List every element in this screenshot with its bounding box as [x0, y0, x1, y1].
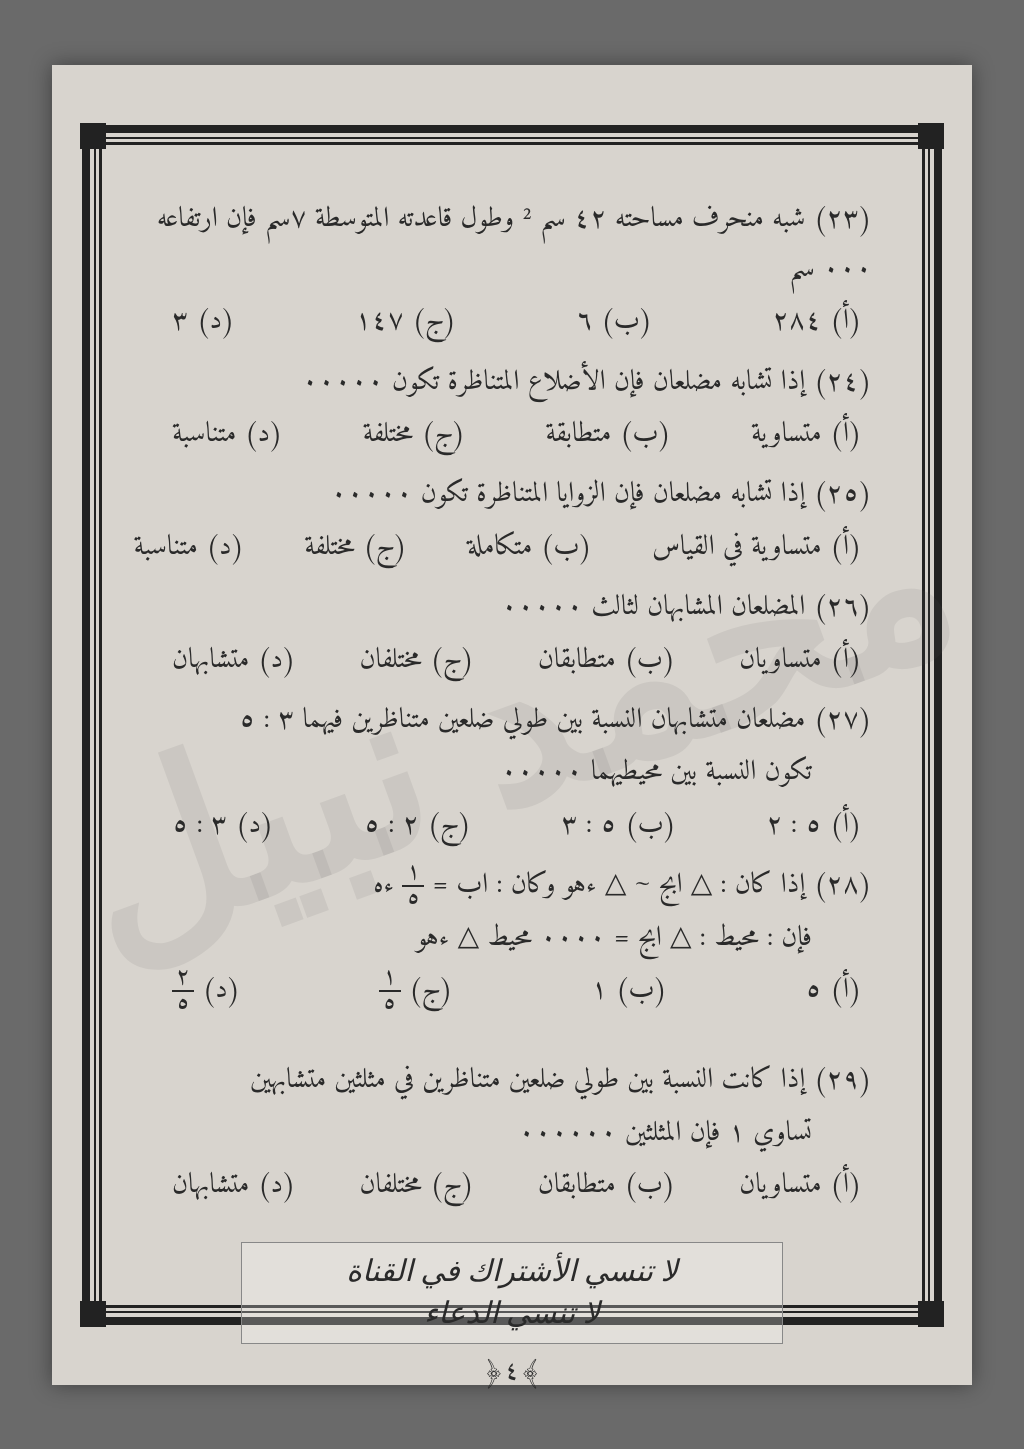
question-body: إذا تشابه مضلعان فإن الأضلاع المتناظرة ت… — [302, 358, 806, 407]
footer-line-2: لا تنسي الدعاء — [252, 1293, 772, 1335]
footer-line-1: لا تنسي الأشتراك في القناة — [252, 1251, 772, 1293]
question-27: (٢٧) مضلعان متشابهان النسبة بين طولي ضلع… — [152, 696, 872, 851]
option-c: (ج) ٢ : ٥ — [364, 801, 472, 851]
option-c: (ج) مختلفة — [363, 410, 466, 460]
fraction: ١ ٥ — [379, 966, 401, 1016]
option-a: (أ) متساوية — [751, 410, 862, 460]
question-number: (٢٣) — [814, 195, 872, 244]
fraction-denominator: ٥ — [172, 992, 194, 1016]
option-c: (ج) ١٤٧ — [355, 297, 456, 347]
option-b: (ب) متطابقة — [545, 410, 671, 460]
question-text: (٢٦) المضلعان المشابهان لثالث ٠٠٠٠٠ — [152, 583, 872, 633]
exam-page: محمد نبيل (٢٣) شبه منحرف مساحته ٤٢ سم ² … — [52, 65, 972, 1385]
question-number: (٢٤) — [814, 358, 872, 407]
page-number: ﴾٤﴿ — [152, 1350, 872, 1397]
option-d: (د) متناسبة — [134, 523, 245, 573]
option-a: (أ) متساويان — [739, 636, 862, 686]
option-a: (أ) متساويان — [739, 1161, 862, 1211]
option-b: (ب) متكاملة — [467, 523, 592, 573]
question-body: شبه منحرف مساحته ٤٢ سم ² وطول قاعدته الم… — [157, 195, 872, 294]
option-a: (أ) متساوية في القياس — [652, 523, 862, 573]
option-b: (ب) متطابقان — [538, 636, 676, 686]
question-number: (٢٦) — [814, 583, 872, 632]
question-subtext: تساوي ١ فإن المثلثين ٠٠٠٠٠٠ — [152, 1109, 872, 1159]
footer-box: لا تنسي الأشتراك في القناة لا تنسي الدعا… — [241, 1242, 783, 1344]
question-subtext: تكون النسبة بين محيطيهما ٠٠٠٠٠ — [152, 748, 872, 798]
option-b: (ب) متطابقان — [538, 1161, 676, 1211]
question-subtext: فإن : محيط : △ اب​ج = ٠٠٠٠ محيط △ ءهو — [152, 914, 872, 964]
page-border-mid: محمد نبيل (٢٣) شبه منحرف مساحته ٤٢ سم ² … — [94, 137, 930, 1313]
option-d: (د) ٣ — [172, 297, 235, 347]
option-d: (د) ٢ ٥ — [172, 966, 240, 1016]
options-row: (أ) متساويان (ب) متطابقان (ج) مختلفان (د… — [152, 1161, 872, 1211]
options-row: (أ) ٥ : ٢ (ب) ٥ : ٣ (ج) ٢ : ٥ (د) ٣ : ٥ — [152, 801, 872, 851]
option-d: (د) ٣ : ٥ — [172, 801, 274, 851]
option-a: (أ) ٥ : ٢ — [766, 801, 862, 851]
fraction-denominator: ٥ — [379, 992, 401, 1016]
question-number: (٢٩) — [814, 1056, 872, 1105]
question-text: (٢٨) إذا كان : △ اب​ج ~ △ ءهو وكان : اب … — [152, 861, 872, 911]
question-23: (٢٣) شبه منحرف مساحته ٤٢ سم ² وطول قاعدت… — [152, 195, 872, 348]
options-row: (أ) ٥ (ب) ١ (ج) ١ ٥ (د) ٢ — [152, 966, 872, 1016]
question-text: (٢٣) شبه منحرف مساحته ٤٢ سم ² وطول قاعدت… — [152, 195, 872, 296]
question-body: المضلعان المشابهان لثالث ٠٠٠٠٠ — [501, 583, 805, 632]
option-a: (أ) ٢٨٤ — [772, 297, 862, 347]
question-24: (٢٤) إذا تشابه مضلعان فإن الأضلاع المتنا… — [152, 358, 872, 461]
fraction: ٢ ٥ — [172, 966, 194, 1016]
question-body: إذا تشابه مضلعان فإن الزوايا المتناظرة ت… — [331, 470, 806, 519]
options-row: (أ) متساوية في القياس (ب) متكاملة (ج) مخ… — [152, 523, 872, 573]
options-row: (أ) ٢٨٤ (ب) ٦ (ج) ١٤٧ (د) ٣ — [152, 297, 872, 347]
question-number: (٢٨) — [814, 861, 872, 910]
question-25: (٢٥) إذا تشابه مضلعان فإن الزوايا المتنا… — [152, 470, 872, 573]
option-b: (ب) ٥ : ٣ — [561, 801, 676, 851]
question-text: (٢٥) إذا تشابه مضلعان فإن الزوايا المتنا… — [152, 470, 872, 520]
options-row: (أ) متساوية (ب) متطابقة (ج) مختلفة (د) م… — [152, 410, 872, 460]
question-text: (٢٩) إذا كانت النسبة بين طولي ضلعين متنا… — [152, 1056, 872, 1106]
question-text: (٢٧) مضلعان متشابهان النسبة بين طولي ضلع… — [152, 696, 872, 746]
question-28: (٢٨) إذا كان : △ اب​ج ~ △ ءهو وكان : اب … — [152, 861, 872, 1016]
question-body: إذا كانت النسبة بين طولي ضلعين متناظرين … — [250, 1056, 805, 1105]
option-d: (د) متشابهان — [172, 636, 296, 686]
spacer — [152, 1026, 872, 1056]
option-c: (ج) مختلفان — [360, 636, 475, 686]
question-body-prefix: إذا كان : △ اب​ج ~ △ ءهو وكان : اب = — [433, 861, 806, 910]
option-c: (ج) مختلفان — [360, 1161, 475, 1211]
options-row: (أ) متساويان (ب) متطابقان (ج) مختلفان (د… — [152, 636, 872, 686]
question-text: (٢٤) إذا تشابه مضلعان فإن الأضلاع المتنا… — [152, 358, 872, 408]
question-body: مضلعان متشابهان النسبة بين طولي ضلعين مت… — [239, 696, 805, 745]
option-c: (ج) مختلفة — [304, 523, 407, 573]
option-d: (د) متشابهان — [172, 1161, 296, 1211]
page-border-inner: محمد نبيل (٢٣) شبه منحرف مساحته ٤٢ سم ² … — [99, 142, 925, 1308]
question-number: (٢٥) — [814, 470, 872, 519]
option-c: (ج) ١ ٥ — [379, 966, 453, 1016]
option-b: (ب) ١ — [591, 966, 667, 1016]
option-d: (د) متناسبة — [172, 410, 283, 460]
fraction: ١ ٥ — [402, 861, 424, 911]
question-number: (٢٧) — [814, 696, 872, 745]
question-29: (٢٩) إذا كانت النسبة بين طولي ضلعين متنا… — [152, 1056, 872, 1211]
option-a: (أ) ٥ — [805, 966, 862, 1016]
question-26: (٢٦) المضلعان المشابهان لثالث ٠٠٠٠٠ (أ) … — [152, 583, 872, 686]
page-content: (٢٣) شبه منحرف مساحته ٤٢ سم ² وطول قاعدت… — [142, 185, 882, 1265]
page-border: محمد نبيل (٢٣) شبه منحرف مساحته ٤٢ سم ² … — [82, 125, 942, 1325]
option-b: (ب) ٦ — [576, 297, 652, 347]
question-body-suffix: ءه — [373, 861, 394, 910]
fraction-denominator: ٥ — [402, 887, 424, 911]
